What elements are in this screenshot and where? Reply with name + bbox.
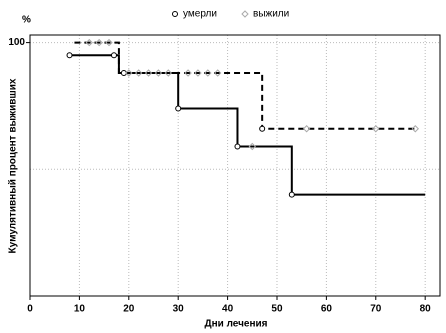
plot-frame: [29, 34, 441, 297]
y-tick-label: 100: [8, 37, 25, 48]
marker-circle: [288, 191, 295, 198]
x-tick-label: 10: [74, 304, 86, 315]
marker-diamond: [164, 69, 173, 77]
step-line: [69, 54, 426, 196]
marker-diamond: [411, 125, 420, 133]
marker-diamond: [95, 38, 103, 47]
marker-diamond: [302, 125, 311, 133]
x-tick-label: 40: [222, 304, 234, 315]
marker-diamond: [105, 38, 113, 47]
x-tick-label: 70: [370, 304, 382, 315]
marker-circle: [259, 125, 266, 132]
x-label: Дни лечения: [204, 319, 267, 330]
marker-diamond: [241, 10, 249, 18]
step-line: [74, 41, 416, 130]
marker-diamond: [125, 69, 133, 77]
x-tick-label: 0: [27, 304, 33, 315]
marker-diamond: [184, 69, 192, 77]
marker-diamond: [154, 69, 163, 77]
x-tick-label: 60: [321, 304, 333, 315]
marker-diamond: [144, 69, 153, 77]
marker-diamond: [248, 142, 256, 151]
x-tick-label: 80: [420, 304, 432, 315]
marker-diamond: [214, 69, 222, 77]
marker-circle: [234, 143, 241, 150]
y-label: Кумулятивный процент выживших: [8, 78, 19, 253]
x-tick-label: 30: [173, 304, 185, 315]
marker-diamond: [134, 69, 143, 77]
legend-label: умерли: [183, 9, 217, 20]
marker-diamond: [204, 69, 212, 77]
x-tick-label: 50: [271, 304, 283, 315]
x-tick-label: 20: [123, 304, 135, 315]
marker-diamond: [194, 69, 202, 77]
marker-circle: [110, 52, 117, 59]
legend-label: выжили: [253, 9, 289, 20]
marker-circle: [175, 105, 182, 112]
marker-circle: [66, 52, 73, 59]
marker-diamond: [372, 125, 380, 133]
y-unit: %: [22, 15, 31, 26]
marker-circle: [172, 11, 178, 17]
marker-diamond: [85, 38, 93, 47]
